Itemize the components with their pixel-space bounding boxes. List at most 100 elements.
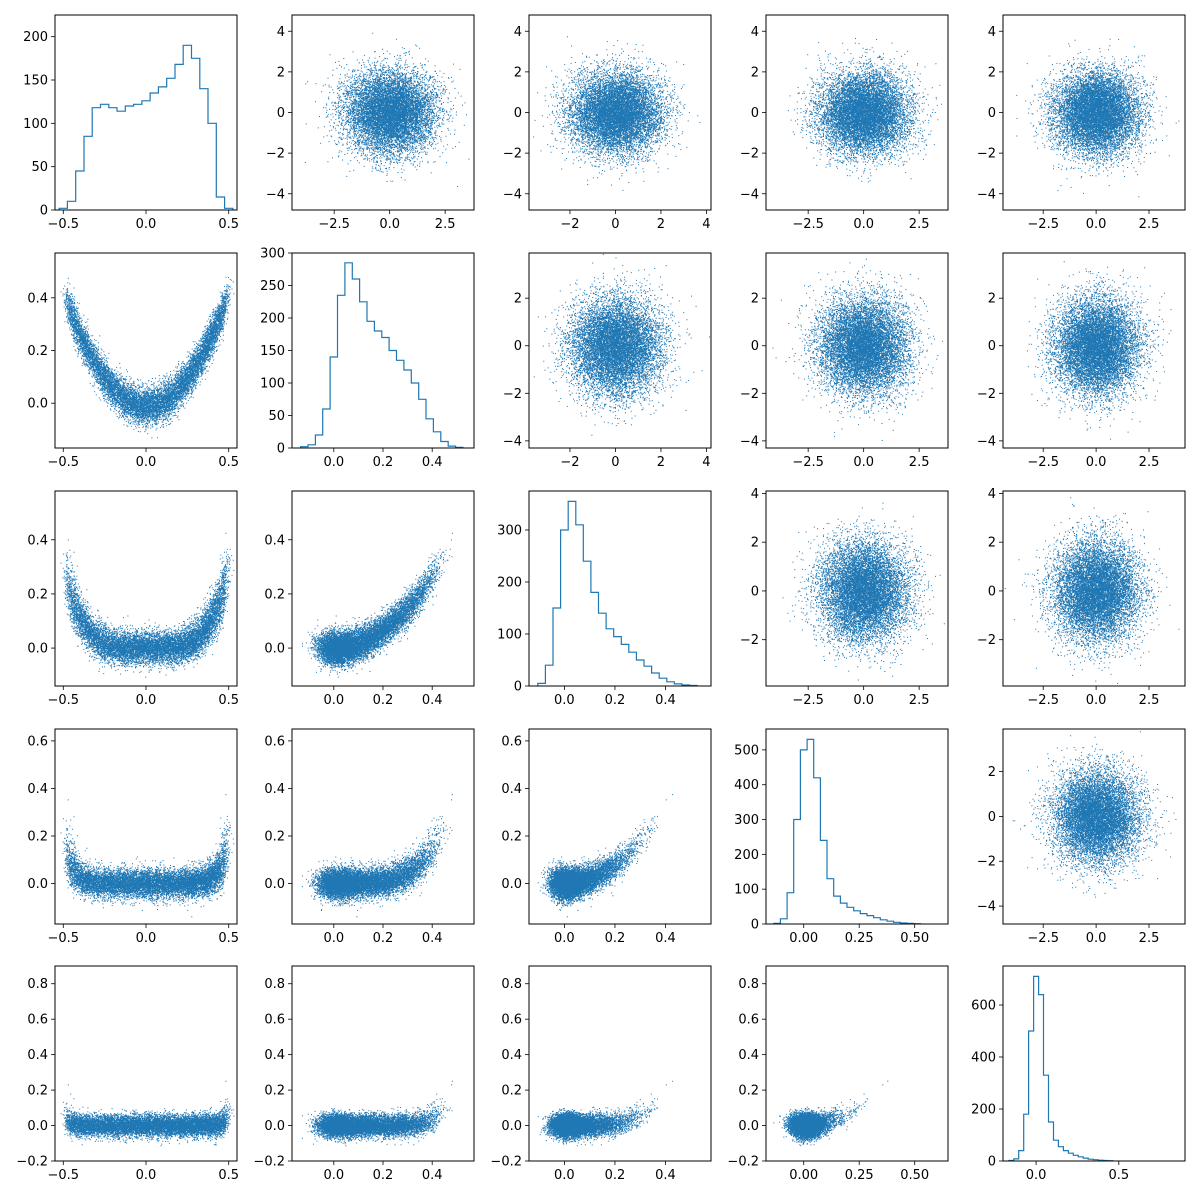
- x-tick-label: 0.5: [218, 693, 239, 708]
- panel-r4-c0: −0.5 0.0 0.5 −0.2 0.0 0.2 0.4 0.6 0.8: [16, 965, 239, 1183]
- y-tick-label: 0.0: [27, 1119, 48, 1134]
- x-tick-label: −0.5: [47, 931, 79, 946]
- y-tick-label: 0.6: [738, 1013, 759, 1028]
- y-tick-label: 0.6: [264, 734, 285, 749]
- y-tick-label: 150: [23, 74, 48, 89]
- y-tick-label: 4: [988, 487, 996, 502]
- x-tick-label: 0.0: [1086, 455, 1107, 470]
- y-tick-label: 0: [751, 584, 759, 599]
- y-tick-label: 50: [31, 160, 48, 175]
- scatter-points: [782, 502, 945, 681]
- y-tick-label: 100: [260, 377, 285, 392]
- panel-r2-c2: 0.0 0.2 0.4 0 100 200 300: [497, 490, 712, 708]
- panel-r4-c1: 0.0 0.2 0.4 −0.2 0.0 0.2 0.4 0.6 0.8: [253, 965, 475, 1183]
- scatter-points: [60, 532, 235, 678]
- axes-frame: [54, 490, 238, 687]
- x-tick-label: 0.0: [1026, 1168, 1047, 1183]
- y-tick-label: 0: [988, 584, 996, 599]
- y-tick-label: 0.2: [27, 344, 48, 359]
- y-tick-label: 2: [514, 65, 522, 80]
- scatter-point-cloud: [1012, 731, 1177, 898]
- scatter-points: [301, 794, 453, 918]
- y-tick-label: 0.2: [27, 830, 48, 845]
- x-tick-label: 2.5: [909, 455, 930, 470]
- y-tick-label: −4: [266, 187, 285, 202]
- x-tick-label: 0.50: [900, 1168, 929, 1183]
- x-tick-label: −0.5: [47, 455, 79, 470]
- x-tick-label: −2.5: [1027, 455, 1059, 470]
- x-tick-label: 0.0: [323, 1168, 344, 1183]
- y-tick-label: 0.2: [264, 830, 285, 845]
- y-tick-label: 100: [497, 628, 522, 643]
- x-tick-label: 2.5: [1139, 455, 1160, 470]
- scatter-points: [533, 253, 711, 436]
- scatter-point-cloud: [60, 794, 235, 918]
- x-tick-label: 4: [702, 455, 710, 470]
- x-tick-label: 0.0: [1086, 693, 1107, 708]
- y-tick-label: 0.6: [27, 1013, 48, 1028]
- y-tick-label: 0.6: [264, 1013, 285, 1028]
- scatter-point-cloud: [773, 1080, 889, 1147]
- x-tick-label: 0.4: [422, 1168, 443, 1183]
- x-tick-label: 0.0: [136, 217, 157, 232]
- y-tick-label: 250: [260, 279, 285, 294]
- y-tick-label: 0: [988, 106, 996, 121]
- scatter-points: [773, 1080, 889, 1147]
- y-tick-label: −2: [977, 387, 996, 402]
- x-tick-label: 2.5: [909, 217, 930, 232]
- x-tick-label: 0.0: [136, 1168, 157, 1183]
- y-tick-label: −2: [503, 387, 522, 402]
- x-tick-label: 0.25: [845, 1168, 874, 1183]
- x-tick-label: 0.4: [422, 455, 443, 470]
- y-tick-label: 0.4: [501, 1048, 522, 1063]
- y-tick-label: −0.2: [727, 1155, 759, 1170]
- y-tick-label: 0: [751, 339, 759, 354]
- y-tick-label: 0: [988, 810, 996, 825]
- scatter-point-cloud: [304, 32, 470, 187]
- y-tick-label: 4: [751, 25, 759, 40]
- x-tick-label: −2: [560, 455, 579, 470]
- axes-frame: [765, 965, 949, 1162]
- axes-frame: [1002, 252, 1186, 449]
- panel-r2-c1: 0.0 0.2 0.4 0.0 0.2 0.4: [264, 490, 475, 708]
- axes-frame: [1002, 965, 1186, 1162]
- x-tick-label: −2.5: [792, 217, 824, 232]
- x-tick-label: −0.5: [47, 693, 79, 708]
- y-tick-label: 0.0: [264, 642, 285, 657]
- y-tick-label: 0: [40, 204, 48, 219]
- x-tick-label: 0.2: [373, 693, 394, 708]
- y-tick-label: 0: [751, 918, 759, 933]
- y-tick-label: −2: [977, 633, 996, 648]
- y-tick-label: 0.6: [27, 734, 48, 749]
- scatter-point-cloud: [1016, 38, 1180, 198]
- x-tick-label: 0.25: [845, 931, 874, 946]
- x-tick-label: −2.5: [1027, 217, 1059, 232]
- y-tick-label: 300: [734, 813, 759, 828]
- y-tick-label: 0.6: [501, 734, 522, 749]
- panel-r3-c3: 0.00 0.25 0.50 0 100 200 300 400 500: [734, 728, 949, 946]
- scatter-points: [60, 1080, 235, 1147]
- axes-frame: [528, 965, 712, 1162]
- y-tick-label: 200: [260, 312, 285, 327]
- y-tick-label: 100: [23, 117, 48, 132]
- y-tick-label: 2: [751, 292, 759, 307]
- y-tick-label: 500: [734, 743, 759, 758]
- y-tick-label: 0.8: [738, 977, 759, 992]
- y-tick-label: 0: [514, 680, 522, 695]
- x-tick-label: 0.0: [136, 693, 157, 708]
- y-tick-label: 0.2: [27, 1084, 48, 1099]
- x-tick-label: 0.0: [554, 693, 575, 708]
- y-tick-label: 0.0: [738, 1119, 759, 1134]
- y-tick-label: 0.4: [501, 782, 522, 797]
- y-tick-label: 0.0: [264, 877, 285, 892]
- scatter-points: [301, 1080, 453, 1147]
- x-tick-label: 2.5: [435, 217, 456, 232]
- y-tick-label: 4: [751, 487, 759, 502]
- y-tick-label: 0.4: [264, 782, 285, 797]
- panel-r0-c3: −2.5 0.0 2.5 −4 −2 0 2 4: [740, 14, 949, 232]
- x-tick-label: 0.5: [218, 217, 239, 232]
- x-tick-label: 0.2: [373, 1168, 394, 1183]
- x-tick-label: 2.5: [1139, 931, 1160, 946]
- scatter-points: [1004, 497, 1180, 684]
- x-tick-label: 0.5: [218, 455, 239, 470]
